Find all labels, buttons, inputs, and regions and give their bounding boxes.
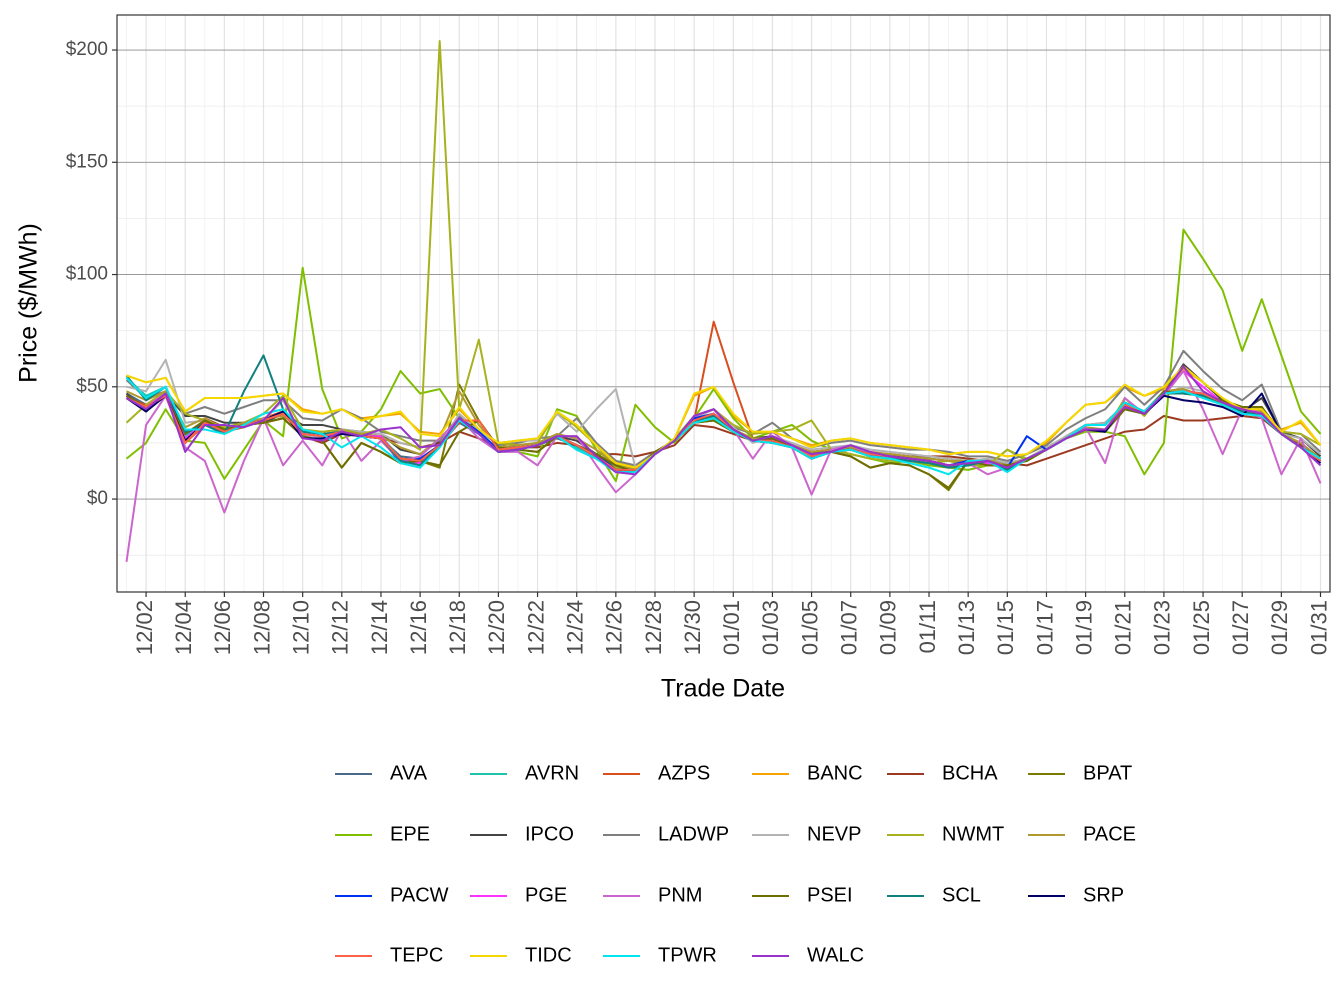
x-tick-label: 01/15 xyxy=(993,600,1018,655)
legend-label: BPAT xyxy=(1083,762,1132,784)
x-tick-label: 12/26 xyxy=(602,600,627,655)
grid xyxy=(117,15,1330,592)
y-tick-label: $50 xyxy=(76,376,108,397)
legend-label: BCHA xyxy=(942,762,998,784)
legend-label: NEVP xyxy=(807,823,861,845)
x-tick-label: 01/01 xyxy=(719,600,744,655)
x-axis-title: Trade Date xyxy=(661,675,785,703)
legend-label: LADWP xyxy=(658,823,729,845)
y-tick-label: $100 xyxy=(66,264,108,285)
x-tick-label: 01/23 xyxy=(1150,600,1175,655)
legend-label: TIDC xyxy=(525,944,572,966)
x-tick-label: 12/20 xyxy=(484,600,509,655)
legend-label: PSEI xyxy=(807,884,853,906)
legend-label: AVA xyxy=(390,762,428,784)
x-tick-label: 12/22 xyxy=(523,600,548,655)
legend-label: PGE xyxy=(525,884,567,906)
x-tick-label: 12/06 xyxy=(210,600,235,655)
x-tick-label: 01/27 xyxy=(1228,600,1253,655)
x-tick-label: 01/25 xyxy=(1189,600,1214,655)
x-tick-label: 12/12 xyxy=(328,600,353,655)
y-axis-title: Price ($/MWh) xyxy=(15,223,43,383)
x-tick-label: 12/18 xyxy=(445,600,470,655)
x-tick-label: 01/21 xyxy=(1111,600,1136,655)
x-tick-label: 01/13 xyxy=(954,600,979,655)
legend: AVA AVRN AZPS BANC BCHA BPAT EPE IPCO LADWP NEVP N… xyxy=(335,762,1136,966)
x-tick-label: 01/17 xyxy=(1032,600,1057,655)
panel-border xyxy=(116,14,1331,593)
series-line xyxy=(126,392,1322,467)
x-tick-label: 12/08 xyxy=(249,600,274,655)
x-tick-label: 12/02 xyxy=(132,600,157,655)
x-tick-label: 01/29 xyxy=(1267,600,1292,655)
x-tick-label: 12/14 xyxy=(367,600,392,655)
series-line xyxy=(125,377,1321,476)
legend-label: AVRN xyxy=(525,762,579,784)
x-tick-label: 01/05 xyxy=(797,600,822,655)
series-line xyxy=(126,365,1322,469)
legend-label: WALC xyxy=(807,944,864,966)
y-tick-label: $0 xyxy=(87,488,108,509)
y-tick-label: $150 xyxy=(66,151,108,172)
legend-label: TPWR xyxy=(658,944,717,966)
legend-label: BANC xyxy=(807,762,863,784)
legend-label: PACW xyxy=(390,884,449,906)
legend-label: SCL xyxy=(942,884,981,906)
legend-label: EPE xyxy=(390,823,430,845)
x-tick-label: 01/11 xyxy=(915,600,940,653)
legend-label: IPCO xyxy=(525,823,574,845)
x-tick-label: 12/30 xyxy=(680,600,705,655)
y-tick-label: $200 xyxy=(66,39,108,60)
x-tick-label: 12/28 xyxy=(641,600,666,655)
series-line xyxy=(125,228,1322,483)
legend-label: NWMT xyxy=(942,823,1004,845)
series-line xyxy=(126,365,1322,476)
x-tick-label: 12/16 xyxy=(406,600,431,655)
x-tick-label: 01/07 xyxy=(837,600,862,655)
x-tick-label: 12/10 xyxy=(288,600,313,655)
legend-label: TEPC xyxy=(390,944,443,966)
x-tick-label: 01/09 xyxy=(876,600,901,655)
legend-label: PACE xyxy=(1083,823,1136,845)
x-tick-label: 01/31 xyxy=(1306,600,1331,655)
x-tick-label: 12/04 xyxy=(171,600,196,655)
x-tick-label: 01/19 xyxy=(1071,600,1096,655)
axes: 12/02 12/04 12/06 12/08 12/10 12/12 12/14 12/16… xyxy=(66,39,1332,655)
legend-label: PNM xyxy=(658,884,702,906)
series-line xyxy=(125,40,1321,469)
x-tick-label: 01/03 xyxy=(758,600,783,655)
legend-label: SRP xyxy=(1083,884,1124,906)
plot-lines xyxy=(125,40,1322,563)
x-tick-label: 12/24 xyxy=(563,600,588,655)
legend-label: AZPS xyxy=(658,762,710,784)
